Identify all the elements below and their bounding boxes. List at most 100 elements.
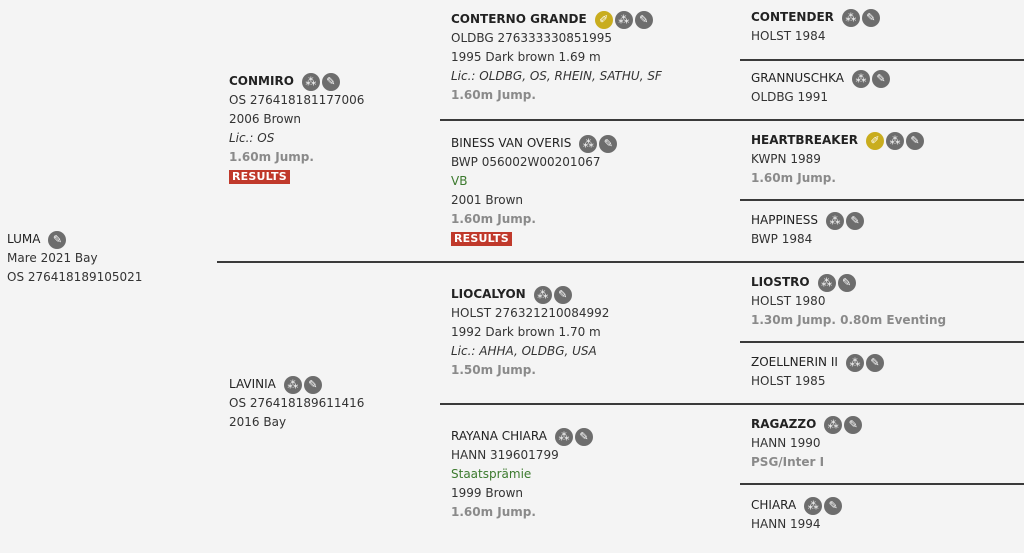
- horse-name-row: LAVINIA ⁂ ✎: [229, 375, 364, 394]
- horse-detail: HOLST 1985: [751, 374, 826, 388]
- horse-detail: 1.30m Jump. 0.80m Eventing: [751, 313, 947, 327]
- horse-detail: KWPN 1989: [751, 152, 821, 166]
- horse-name[interactable]: LIOCALYON: [451, 287, 526, 301]
- licensed-icon[interactable]: ✐: [866, 131, 885, 150]
- edit-icon[interactable]: ✎: [846, 211, 865, 230]
- divider: [217, 261, 1024, 263]
- horse-detail: 2001 Brown: [451, 193, 524, 207]
- horse-name-row: LIOCALYON ⁂ ✎: [451, 285, 609, 304]
- horse-name[interactable]: GRANNUSCHKA: [751, 71, 844, 85]
- divider: [740, 483, 1024, 485]
- detail-row: Lic.: OS: [229, 129, 364, 148]
- detail-row: PSG/Inter I: [751, 453, 862, 472]
- detail-row: HOLST 1980: [751, 292, 946, 311]
- horse-card-heartbreaker: HEARTBREAKER ✐ ⁂ ✎ KWPN 1989 1.60m Jump.: [751, 131, 925, 188]
- edit-icon[interactable]: ✎: [48, 230, 67, 249]
- horse-card-conmiro: CONMIRO ⁂ ✎ OS 276418181177006 2006 Brown Lic…: [229, 72, 364, 186]
- horse-detail: 2016 Bay: [229, 415, 287, 429]
- horse-name[interactable]: HAPPINESS: [751, 213, 819, 227]
- edit-icon[interactable]: ✎: [634, 10, 653, 29]
- edit-icon[interactable]: ✎: [906, 131, 925, 150]
- horse-name[interactable]: BINESS VAN OVERIS: [451, 136, 572, 150]
- detail-row: 1995 Dark brown 1.69 m: [451, 48, 662, 67]
- horse-name[interactable]: CONTERNO GRANDE: [451, 12, 587, 26]
- edit-icon[interactable]: ✎: [303, 375, 322, 394]
- horse-name-row: CONMIRO ⁂ ✎: [229, 72, 364, 91]
- edit-icon[interactable]: ✎: [861, 8, 880, 27]
- horse-detail: BWP 1984: [751, 232, 813, 246]
- horse-card-chiara: CHIARA ⁂ ✎ HANN 1994: [751, 496, 843, 534]
- pedigree-icon[interactable]: ⁂: [845, 353, 864, 372]
- horse-detail: Lic.: OLDBG, OS, RHEIN, SATHU, SF: [451, 69, 662, 83]
- edit-icon[interactable]: ✎: [321, 72, 340, 91]
- horse-name-row: HEARTBREAKER ✐ ⁂ ✎: [751, 131, 925, 150]
- horse-detail: Lic.: AHHA, OLDBG, USA: [451, 344, 597, 358]
- pedigree-icon[interactable]: ⁂: [826, 211, 845, 230]
- licensed-icon[interactable]: ✐: [594, 10, 613, 29]
- horse-name-row: LUMA ✎: [7, 230, 142, 249]
- horse-card-conterno-grande: CONTERNO GRANDE ✐ ⁂ ✎ OLDBG 276333330851995 1…: [451, 10, 662, 105]
- detail-row: Mare 2021 Bay: [7, 249, 142, 268]
- detail-row: Lic.: OLDBG, OS, RHEIN, SATHU, SF: [451, 67, 662, 86]
- horse-name[interactable]: LIOSTRO: [751, 275, 810, 289]
- edit-icon[interactable]: ✎: [553, 285, 572, 304]
- pedigree-icon[interactable]: ⁂: [301, 72, 320, 91]
- pedigree-icon[interactable]: ⁂: [533, 285, 552, 304]
- horse-detail: VB: [451, 174, 468, 188]
- edit-icon[interactable]: ✎: [824, 496, 843, 515]
- horse-name-row: RAGAZZO ⁂ ✎: [751, 415, 863, 434]
- detail-row: 1999 Brown: [451, 484, 593, 503]
- horse-name[interactable]: CONTENDER: [751, 10, 834, 24]
- horse-detail: HANN 1990: [751, 436, 821, 450]
- edit-icon[interactable]: ✎: [574, 427, 593, 446]
- detail-row: OS 276418189105021: [7, 268, 142, 287]
- horse-name-row: HAPPINESS ⁂ ✎: [751, 211, 865, 230]
- pedigree-icon[interactable]: ⁂: [886, 131, 905, 150]
- horse-detail: OS 276418189105021: [7, 270, 143, 284]
- pedigree-icon[interactable]: ⁂: [841, 8, 860, 27]
- horse-detail: Staatsprämie: [451, 467, 532, 481]
- pedigree-icon[interactable]: ⁂: [817, 273, 836, 292]
- horse-detail: BWP 056002W00201067: [451, 155, 601, 169]
- horse-name-row: GRANNUSCHKA ⁂ ✎: [751, 69, 890, 88]
- results-button[interactable]: RESULTS: [451, 232, 512, 246]
- pedigree-icon[interactable]: ⁂: [614, 10, 633, 29]
- detail-row: VB: [451, 172, 617, 191]
- edit-icon[interactable]: ✎: [599, 134, 618, 153]
- horse-name-row: CONTERNO GRANDE ✐ ⁂ ✎: [451, 10, 662, 29]
- edit-icon[interactable]: ✎: [844, 415, 863, 434]
- horse-name[interactable]: CHIARA: [751, 498, 797, 512]
- pedigree-icon[interactable]: ⁂: [824, 415, 843, 434]
- detail-row: RESULTS: [451, 229, 617, 248]
- pedigree-icon[interactable]: ⁂: [283, 375, 302, 394]
- horse-name[interactable]: LUMA: [7, 232, 41, 246]
- edit-icon[interactable]: ✎: [865, 353, 884, 372]
- detail-row: OLDBG 1991: [751, 88, 890, 107]
- detail-row: OS 276418181177006: [229, 91, 364, 110]
- horse-detail: 1.60m Jump.: [751, 171, 836, 185]
- pedigree-icon[interactable]: ⁂: [851, 69, 870, 88]
- horse-card-liocalyon: LIOCALYON ⁂ ✎ HOLST 276321210084992 1992 Dar…: [451, 285, 609, 380]
- horse-detail: 1992 Dark brown 1.70 m: [451, 325, 601, 339]
- horse-detail: 1.50m Jump.: [451, 363, 536, 377]
- horse-name[interactable]: CONMIRO: [229, 74, 294, 88]
- pedigree-icon[interactable]: ⁂: [554, 427, 573, 446]
- horse-name[interactable]: LAVINIA: [229, 377, 276, 391]
- results-button[interactable]: RESULTS: [229, 170, 290, 184]
- detail-row: HANN 1990: [751, 434, 862, 453]
- horse-name[interactable]: RAYANA CHIARA: [451, 429, 547, 443]
- edit-icon[interactable]: ✎: [871, 69, 890, 88]
- pedigree-icon[interactable]: ⁂: [579, 134, 598, 153]
- detail-row: BWP 056002W00201067: [451, 153, 617, 172]
- horse-name-row: CONTENDER ⁂ ✎: [751, 8, 880, 27]
- divider: [440, 403, 1024, 405]
- horse-name[interactable]: HEARTBREAKER: [751, 133, 859, 147]
- edit-icon[interactable]: ✎: [837, 273, 856, 292]
- horse-name[interactable]: RAGAZZO: [751, 417, 817, 431]
- detail-row: 1.50m Jump.: [451, 361, 609, 380]
- horse-detail: 2006 Brown: [229, 112, 302, 126]
- detail-row: RESULTS: [229, 167, 364, 186]
- pedigree-icon[interactable]: ⁂: [804, 496, 823, 515]
- horse-name[interactable]: ZOELLNERIN II: [751, 355, 838, 369]
- horse-detail: 1.60m Jump.: [451, 88, 536, 102]
